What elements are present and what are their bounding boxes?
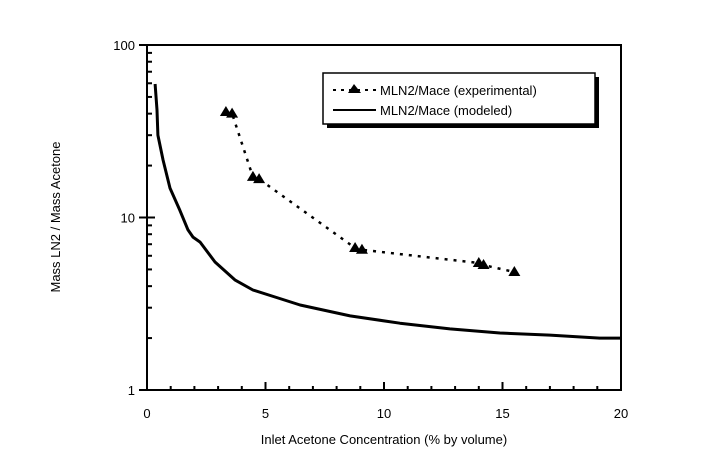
legend-modeled-label: MLN2/Mace (modeled) [380,103,512,118]
experimental-point [355,243,368,254]
experimental-line [225,110,515,274]
experimental-point [508,266,521,277]
y-tick-label: 1 [128,383,135,398]
legend: MLN2/Mace (experimental) MLN2/Mace (mode… [322,72,599,128]
legend-box [322,72,596,125]
experimental-point [477,259,490,270]
y-axis-ticks [139,44,155,391]
series-experimental [219,105,521,277]
x-tick-label: 20 [614,406,628,421]
y-tick-label: 100 [113,38,135,53]
x-tick-label: 15 [495,406,509,421]
experimental-point [253,173,266,184]
series-modeled [153,83,621,340]
y-axis-label: Mass LN2 / Mass Acetone [48,141,63,292]
x-axis-ticks [146,382,622,390]
x-axis-tick-labels: 0 5 10 15 20 [143,406,628,421]
x-tick-label: 5 [262,406,269,421]
legend-experimental-marker [348,84,361,93]
y-tick-label: 10 [121,211,135,226]
experimental-point [349,241,362,252]
y-axis-tick-labels: 1 10 100 [113,38,135,398]
legend-experimental-label: MLN2/Mace (experimental) [380,83,537,98]
x-axis-label: Inlet Acetone Concentration (% by volume… [261,432,507,447]
x-tick-label: 10 [377,406,391,421]
experimental-point [226,107,239,118]
x-tick-label: 0 [143,406,150,421]
modeled-line [153,83,621,340]
